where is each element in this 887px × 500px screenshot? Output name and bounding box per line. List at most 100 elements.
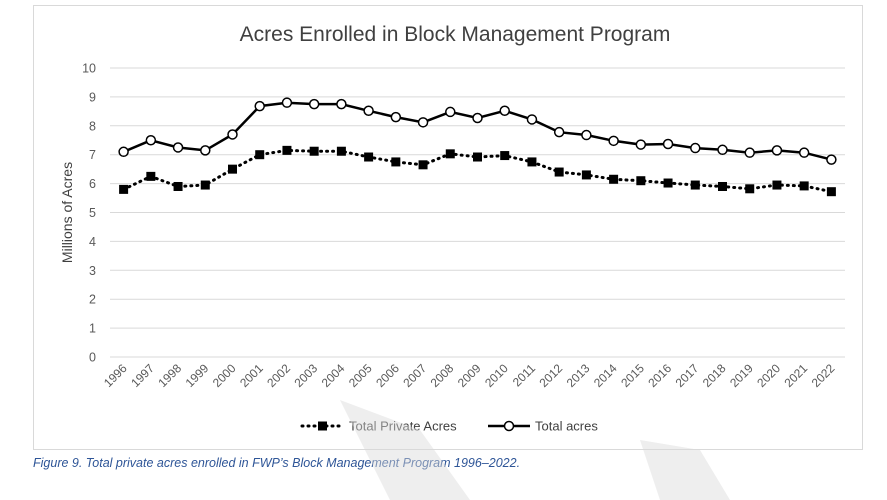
x-tick-label: 2001 [237, 361, 266, 390]
data-point-total-acres [553, 126, 565, 138]
data-point-private-acres [609, 174, 619, 184]
x-tick-label: 2004 [319, 361, 348, 390]
data-point-total-acres [445, 106, 456, 118]
y-tick-label: 3 [89, 264, 96, 278]
data-point-total-acres [826, 154, 837, 165]
data-point-private-acres [445, 149, 455, 159]
data-point-private-acres [119, 184, 129, 194]
data-point-total-acres [744, 147, 755, 158]
data-point-total-acres [227, 129, 238, 140]
y-tick-label: 6 [89, 177, 96, 191]
legend-label-total-acres: Total acres [535, 419, 598, 434]
data-point-total-acres [771, 145, 783, 156]
x-tick-label: 2014 [591, 361, 620, 390]
x-tick-label: 2010 [482, 361, 511, 390]
x-tick-label: 1996 [101, 361, 130, 390]
y-tick-label: 1 [89, 322, 96, 336]
legend-label-private-acres: Total Private Acres [349, 419, 457, 434]
data-point-private-acres [418, 160, 428, 170]
x-tick-label: 2022 [809, 361, 838, 390]
data-point-total-acres [690, 142, 701, 154]
x-tick-label: 2020 [754, 361, 783, 390]
data-point-total-acres [118, 146, 129, 158]
data-point-private-acres [309, 146, 319, 156]
chart-title: Acres Enrolled in Block Management Progr… [240, 23, 671, 46]
data-point-private-acres [364, 152, 374, 162]
y-tick-label: 7 [89, 148, 96, 162]
data-point-private-acres [146, 171, 156, 181]
x-tick-label: 2008 [428, 361, 457, 390]
data-point-private-acres [473, 152, 482, 162]
data-point-total-acres [472, 112, 483, 124]
y-axis-label: Millions of Acres [59, 162, 75, 263]
x-tick-label: 2009 [455, 361, 484, 390]
y-tick-label: 5 [89, 206, 96, 220]
data-point-total-acres [499, 105, 510, 117]
data-point-total-acres [172, 142, 184, 153]
y-tick-label: 0 [89, 351, 96, 365]
x-tick-label: 1997 [128, 361, 157, 390]
legend: Total Private Acres Total acres [300, 419, 598, 434]
x-tick-label: 1999 [183, 361, 212, 390]
data-point-total-acres [254, 100, 265, 112]
x-tick-label: 2013 [564, 361, 593, 390]
y-tick-label: 2 [89, 293, 96, 307]
x-tick-label: 2003 [292, 361, 321, 390]
x-tick-label: 2015 [618, 361, 647, 390]
chart-frame [33, 5, 863, 450]
series-group [118, 97, 837, 197]
y-tick-labels: 0 1 2 3 4 5 6 7 8 9 10 [82, 62, 96, 365]
data-point-private-acres [636, 176, 646, 186]
data-point-total-acres [526, 114, 538, 125]
x-tick-label: 1998 [155, 361, 184, 390]
data-point-private-acres [173, 181, 183, 191]
x-tick-label: 2007 [400, 361, 429, 390]
data-point-total-acres [717, 144, 728, 156]
data-point-total-acres [308, 98, 320, 110]
data-point-total-acres [662, 138, 674, 150]
data-point-total-acres [200, 145, 211, 156]
data-point-private-acres [581, 170, 591, 180]
x-tick-label: 2011 [510, 361, 538, 389]
data-point-total-acres [608, 135, 619, 147]
y-tick-label: 10 [82, 62, 96, 76]
data-point-total-acres [417, 117, 429, 128]
y-tick-label: 4 [89, 235, 96, 249]
x-tick-label: 2000 [210, 361, 239, 390]
x-tick-label: 2017 [673, 361, 702, 390]
y-tick-label: 9 [89, 90, 96, 104]
data-point-total-acres [145, 135, 157, 146]
legend-marker-private-acres [318, 421, 327, 431]
x-tick-label: 2002 [264, 361, 293, 390]
data-point-total-acres [363, 105, 374, 117]
gridlines [110, 67, 845, 358]
x-tick-label: 2021 [782, 361, 811, 390]
x-tick-label: 2019 [727, 361, 756, 390]
series-line-private-acres [122, 148, 833, 194]
x-tick-label: 2006 [373, 361, 402, 390]
x-tick-label: 2005 [346, 361, 375, 390]
data-point-private-acres [228, 164, 237, 174]
data-point-total-acres [281, 97, 293, 108]
data-point-private-acres [690, 180, 700, 190]
data-point-private-acres [799, 181, 809, 191]
data-point-private-acres [745, 184, 755, 194]
data-point-private-acres [336, 146, 346, 156]
data-point-total-acres [798, 147, 810, 158]
data-point-total-acres [336, 98, 347, 110]
data-point-private-acres [391, 157, 401, 167]
data-point-private-acres [718, 181, 727, 191]
data-point-private-acres [772, 180, 782, 190]
data-point-private-acres [255, 150, 265, 160]
x-tick-labels: 1996199719981999200020012002200320042005… [101, 361, 838, 390]
x-tick-label: 2016 [645, 361, 674, 390]
data-point-private-acres [826, 187, 836, 197]
data-point-private-acres [500, 151, 510, 161]
figure-caption: Figure 9. Total private acres enrolled i… [33, 456, 521, 470]
data-point-private-acres [282, 145, 292, 155]
y-tick-label: 8 [89, 119, 96, 133]
data-point-private-acres [663, 178, 673, 188]
data-point-total-acres [635, 139, 647, 150]
data-point-total-acres [390, 111, 402, 123]
